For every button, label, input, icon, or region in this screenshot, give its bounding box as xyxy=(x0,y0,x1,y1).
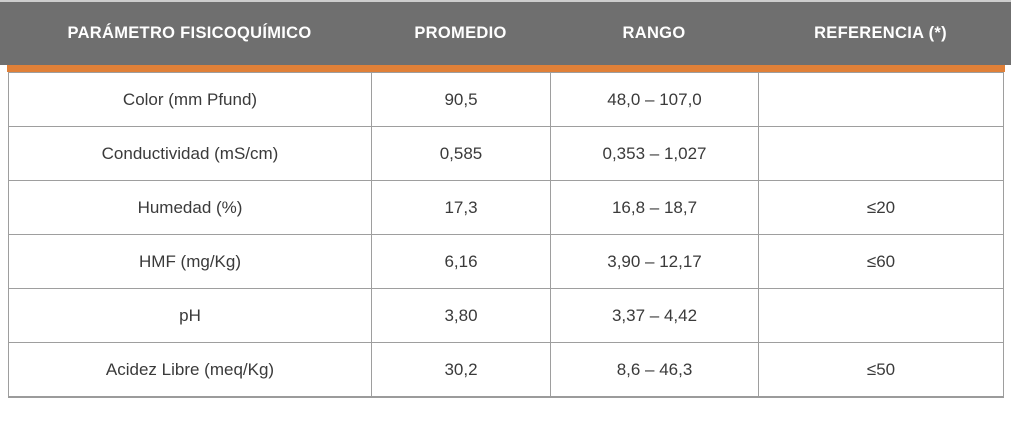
header-cell-rango: RANGO xyxy=(622,24,686,42)
cell-parametro: HMF (mg/Kg) xyxy=(8,234,372,289)
table-row: Conductividad (mS/cm) 0,585 0,353 – 1,02… xyxy=(8,126,1004,181)
cell-referencia: ≤50 xyxy=(758,342,1004,398)
cell-promedio: 0,585 xyxy=(371,126,551,181)
table-body: Color (mm Pfund) 90,5 48,0 – 107,0 Condu… xyxy=(8,72,1004,398)
cell-promedio: 30,2 xyxy=(371,342,551,398)
cell-parametro: Humedad (%) xyxy=(8,180,372,235)
cell-rango: 8,6 – 46,3 xyxy=(550,342,759,398)
cell-referencia: ≤60 xyxy=(758,234,1004,289)
header-cell-promedio: PROMEDIO xyxy=(414,24,507,42)
cell-rango: 16,8 – 18,7 xyxy=(550,180,759,235)
cell-parametro: Color (mm Pfund) xyxy=(8,72,372,127)
cell-parametro: Conductividad (mS/cm) xyxy=(8,126,372,181)
table-header-row: PARÁMETRO FISICOQUÍMICO PROMEDIO RANGO R… xyxy=(8,2,1003,65)
cell-parametro: pH xyxy=(8,288,372,343)
cell-promedio: 3,80 xyxy=(371,288,551,343)
cell-rango: 3,37 – 4,42 xyxy=(550,288,759,343)
cell-promedio: 17,3 xyxy=(371,180,551,235)
cell-referencia: ≤20 xyxy=(758,180,1004,235)
accent-divider xyxy=(7,65,1005,72)
header-cell-parametro: PARÁMETRO FISICOQUÍMICO xyxy=(67,24,312,42)
cell-promedio: 90,5 xyxy=(371,72,551,127)
cell-rango: 0,353 – 1,027 xyxy=(550,126,759,181)
table-row: Color (mm Pfund) 90,5 48,0 – 107,0 xyxy=(8,72,1004,127)
cell-referencia xyxy=(758,288,1004,343)
table-row: pH 3,80 3,37 – 4,42 xyxy=(8,288,1004,343)
cell-rango: 3,90 – 12,17 xyxy=(550,234,759,289)
cell-parametro: Acidez Libre (meq/Kg) xyxy=(8,342,372,398)
header-cell-referencia: REFERENCIA (*) xyxy=(814,24,947,42)
cell-referencia xyxy=(758,72,1004,127)
table-row: Acidez Libre (meq/Kg) 30,2 8,6 – 46,3 ≤5… xyxy=(8,342,1004,398)
cell-rango: 48,0 – 107,0 xyxy=(550,72,759,127)
data-table: Color (mm Pfund) 90,5 48,0 – 107,0 Condu… xyxy=(8,72,1004,398)
table-row: Humedad (%) 17,3 16,8 – 18,7 ≤20 xyxy=(8,180,1004,235)
cell-referencia xyxy=(758,126,1004,181)
table-header-band: PARÁMETRO FISICOQUÍMICO PROMEDIO RANGO R… xyxy=(0,0,1011,65)
table-row: HMF (mg/Kg) 6,16 3,90 – 12,17 ≤60 xyxy=(8,234,1004,289)
cell-promedio: 6,16 xyxy=(371,234,551,289)
